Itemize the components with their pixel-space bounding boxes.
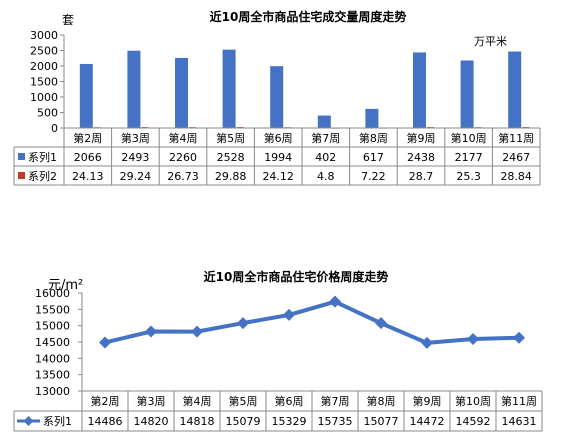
volume-bar-chart: 近10周全市商品住宅成交量周度走势 套 万平米 0 500 1000 1500 2000… xyxy=(13,9,541,186)
x-category-label: 第9周 xyxy=(407,131,436,145)
data-label: 15735 xyxy=(318,415,353,428)
y-tick-label: 13000 xyxy=(35,385,70,398)
chart-title: 近10周全市商品住宅价格周度走势 xyxy=(204,269,389,284)
bar-1 xyxy=(127,50,141,129)
data-label: 2438 xyxy=(407,151,435,164)
x-category-label: 第10周 xyxy=(451,131,487,145)
data-label: 1994 xyxy=(264,151,292,164)
bar-1 xyxy=(460,60,474,128)
y-tick-label: 16000 xyxy=(35,287,70,300)
data-label: 24.12 xyxy=(262,170,294,183)
y-tick-label: 2500 xyxy=(30,45,58,58)
legend-swatch xyxy=(18,172,25,179)
price-line-chart: 近10周全市商品住宅价格周度走势 元/m² 13000 13500 14000 145… xyxy=(13,269,543,432)
data-label: 2528 xyxy=(217,151,245,164)
y-tick-label: 0 xyxy=(51,122,58,135)
y-tick-label: 14500 xyxy=(35,336,70,349)
chart-title: 近10周全市商品住宅成交量周度走势 xyxy=(210,9,407,24)
price-point-marker xyxy=(145,325,157,338)
data-label: 15077 xyxy=(364,415,399,428)
data-label: 14486 xyxy=(88,415,123,428)
x-category-label: 第5周 xyxy=(216,131,245,145)
price-point-marker xyxy=(421,336,433,349)
data-label: 2177 xyxy=(455,151,483,164)
legend-swatch-marker xyxy=(23,416,34,426)
price-point-marker xyxy=(513,331,525,344)
left-unit-label: 套 xyxy=(62,13,74,27)
price-point-marker xyxy=(99,336,111,349)
data-label: 15079 xyxy=(226,415,261,428)
bar-1 xyxy=(413,52,426,129)
data-label: 29.88 xyxy=(215,170,247,183)
x-category-label: 第11周 xyxy=(501,394,537,408)
data-label: 15329 xyxy=(272,415,307,428)
y-tick-label: 1500 xyxy=(30,76,58,89)
x-category-label: 第3周 xyxy=(121,131,150,145)
x-category-label: 第9周 xyxy=(413,394,442,408)
y-tick-label: 2000 xyxy=(30,60,58,73)
x-category-label: 第10周 xyxy=(455,394,491,408)
legend-swatch xyxy=(18,153,25,160)
x-category-label: 第7周 xyxy=(321,394,350,408)
data-label: 28.84 xyxy=(500,170,532,183)
data-label: 25.3 xyxy=(456,170,481,183)
x-category-label: 第8周 xyxy=(359,131,388,145)
bar-1 xyxy=(175,57,188,128)
right-unit-label: 万平米 xyxy=(474,35,507,48)
y-tick-label: 15500 xyxy=(35,303,70,316)
data-label: 617 xyxy=(363,151,384,164)
price-point-marker xyxy=(329,295,341,308)
legend-label: 系列2 xyxy=(28,169,57,183)
data-label: 14631 xyxy=(502,415,537,428)
y-tick-label: 1000 xyxy=(30,91,58,104)
x-category-label: 第6周 xyxy=(264,131,293,145)
y-tick-label: 14000 xyxy=(35,352,70,365)
data-label: 24.13 xyxy=(72,170,104,183)
y-tick-label: 500 xyxy=(37,107,58,120)
price-point-marker xyxy=(191,325,203,338)
price-point-marker xyxy=(283,308,295,321)
y-tick-label: 15000 xyxy=(35,320,70,333)
y-tick-label: 13500 xyxy=(35,369,70,382)
price-point-marker xyxy=(375,317,387,330)
y-tick-label: 3000 xyxy=(30,29,58,42)
bar-1 xyxy=(508,51,522,129)
x-category-label: 第8周 xyxy=(367,394,396,408)
x-category-label: 第4周 xyxy=(169,131,198,145)
data-label: 2260 xyxy=(169,151,197,164)
x-category-label: 第6周 xyxy=(275,394,304,408)
x-category-label: 第4周 xyxy=(183,394,212,408)
data-label: 28.7 xyxy=(409,170,434,183)
x-category-label: 第3周 xyxy=(137,394,166,408)
price-series-line xyxy=(104,299,520,345)
x-category-label: 第2周 xyxy=(73,131,102,145)
bar-1 xyxy=(270,66,284,128)
price-point-marker xyxy=(467,332,479,345)
data-label: 2493 xyxy=(121,151,149,164)
x-category-label: 第2周 xyxy=(91,394,120,408)
unit-label: 元/m² xyxy=(48,278,83,293)
data-label: 4.8 xyxy=(317,170,335,183)
legend-label: 系列1 xyxy=(28,150,57,164)
data-label: 7.22 xyxy=(361,170,386,183)
data-label: 26.73 xyxy=(167,170,199,183)
bar-1 xyxy=(79,63,93,129)
data-label: 2066 xyxy=(74,151,102,164)
x-category-label: 第11周 xyxy=(498,131,534,145)
bar-1 xyxy=(222,49,236,128)
data-label: 14820 xyxy=(134,415,169,428)
x-category-label: 第5周 xyxy=(229,394,258,408)
data-label: 29.24 xyxy=(120,170,152,183)
bar-1 xyxy=(317,115,331,128)
x-category-label: 第7周 xyxy=(311,131,340,145)
data-label: 14592 xyxy=(456,415,491,428)
data-label: 14818 xyxy=(180,415,215,428)
data-label: 402 xyxy=(315,151,336,164)
price-point-marker xyxy=(237,317,249,330)
legend-label: 系列1 xyxy=(43,414,72,428)
bar-1 xyxy=(365,108,379,128)
data-label: 14472 xyxy=(410,415,445,428)
data-label: 2467 xyxy=(502,151,530,164)
